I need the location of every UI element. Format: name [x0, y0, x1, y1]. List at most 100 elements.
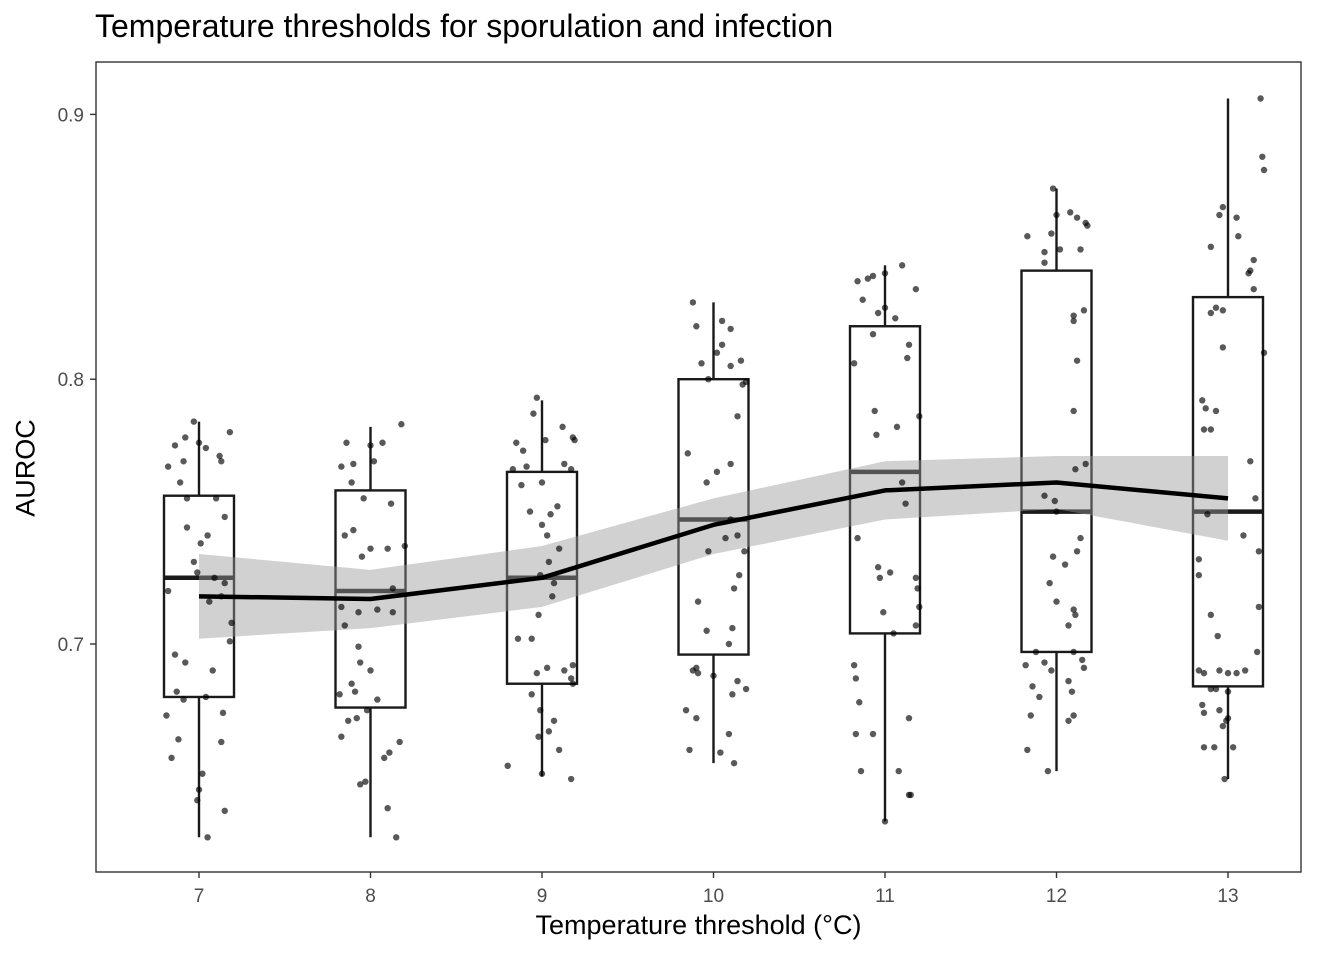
data-point [1065, 677, 1072, 685]
data-point [1212, 304, 1220, 311]
data-point [1216, 667, 1223, 674]
panel-border [95, 61, 1302, 873]
data-point [869, 730, 877, 738]
data-point [693, 323, 700, 330]
data-point [1048, 230, 1055, 237]
data-point [1077, 534, 1084, 542]
data-point [567, 775, 575, 783]
data-point [737, 357, 745, 364]
data-point [513, 439, 520, 446]
data-point [1080, 664, 1088, 672]
data-point [912, 285, 920, 293]
data-point [398, 421, 405, 428]
data-point [216, 452, 223, 460]
data-point [194, 569, 201, 576]
data-point [173, 688, 180, 695]
data-point [175, 736, 182, 743]
data-point [374, 606, 381, 613]
data-point [171, 442, 179, 449]
data-point [1024, 746, 1031, 754]
data-point [569, 661, 577, 669]
data-point [360, 495, 367, 502]
data-point [343, 439, 350, 446]
data-point [1199, 701, 1206, 709]
data-point [850, 360, 858, 367]
data-point [1200, 426, 1208, 433]
data-point [183, 495, 191, 502]
trend-line [198, 480, 1229, 602]
data-point [357, 781, 364, 788]
data-point [183, 524, 191, 531]
data-point [718, 317, 726, 325]
data-point [736, 571, 743, 579]
data-point [1068, 688, 1076, 695]
data-point [526, 508, 534, 515]
data-point [357, 659, 364, 666]
data-point [1049, 185, 1057, 192]
data-point [1049, 553, 1057, 560]
data-point [533, 669, 541, 677]
data-point [1065, 622, 1072, 629]
data-point [705, 548, 712, 555]
data-point [873, 431, 880, 439]
data-point [180, 458, 187, 465]
chart-title: Temperature thresholds for sporulation a… [95, 8, 834, 44]
x-tick-label: 9 [537, 886, 548, 907]
y-tick-label: 0.8 [58, 370, 84, 391]
box-body [1191, 295, 1265, 688]
data-point [898, 479, 906, 486]
data-point [567, 675, 575, 682]
data-point [218, 458, 225, 465]
data-point [705, 376, 712, 383]
data-point [1082, 460, 1089, 468]
data-point [1219, 307, 1227, 314]
data-point [1070, 407, 1077, 415]
data-point [199, 770, 206, 777]
data-point [1053, 598, 1060, 605]
data-point [1216, 211, 1223, 219]
data-point [219, 709, 227, 717]
x-tick-label: 12 [1046, 886, 1067, 907]
data-point [535, 611, 542, 619]
data-point [1200, 669, 1208, 677]
data-point [171, 651, 179, 658]
x-tick-label: 13 [1217, 886, 1238, 907]
data-point [892, 315, 899, 322]
data-point [523, 463, 530, 470]
data-point [545, 728, 553, 735]
data-point [202, 693, 210, 701]
data-point [1051, 497, 1058, 505]
x-tick-label: 8 [365, 886, 376, 907]
data-point [206, 598, 213, 605]
data-point [890, 630, 897, 637]
data-point [1260, 349, 1268, 356]
data-point [1233, 669, 1240, 677]
data-point [197, 540, 204, 547]
data-point [202, 444, 210, 452]
data-point [1195, 667, 1203, 674]
data-point [1250, 285, 1257, 293]
data-point [734, 532, 741, 539]
data-point [190, 418, 198, 425]
data-point [509, 466, 517, 473]
data-point [567, 466, 575, 473]
data-point [504, 762, 511, 770]
data-point [518, 481, 525, 489]
data-point [1027, 712, 1034, 719]
data-point [348, 680, 355, 687]
data-point [703, 479, 710, 486]
data-point [226, 428, 234, 436]
data-point [905, 791, 913, 799]
data-point [514, 635, 522, 642]
data-point [1207, 309, 1215, 317]
data-point [905, 714, 913, 722]
data-point [1207, 685, 1215, 693]
data-point [538, 479, 546, 486]
data-point [1202, 405, 1209, 412]
data-point [561, 460, 568, 468]
data-point [880, 609, 887, 616]
data-point [1048, 667, 1055, 674]
data-point [1195, 556, 1203, 563]
data-point [852, 730, 860, 738]
